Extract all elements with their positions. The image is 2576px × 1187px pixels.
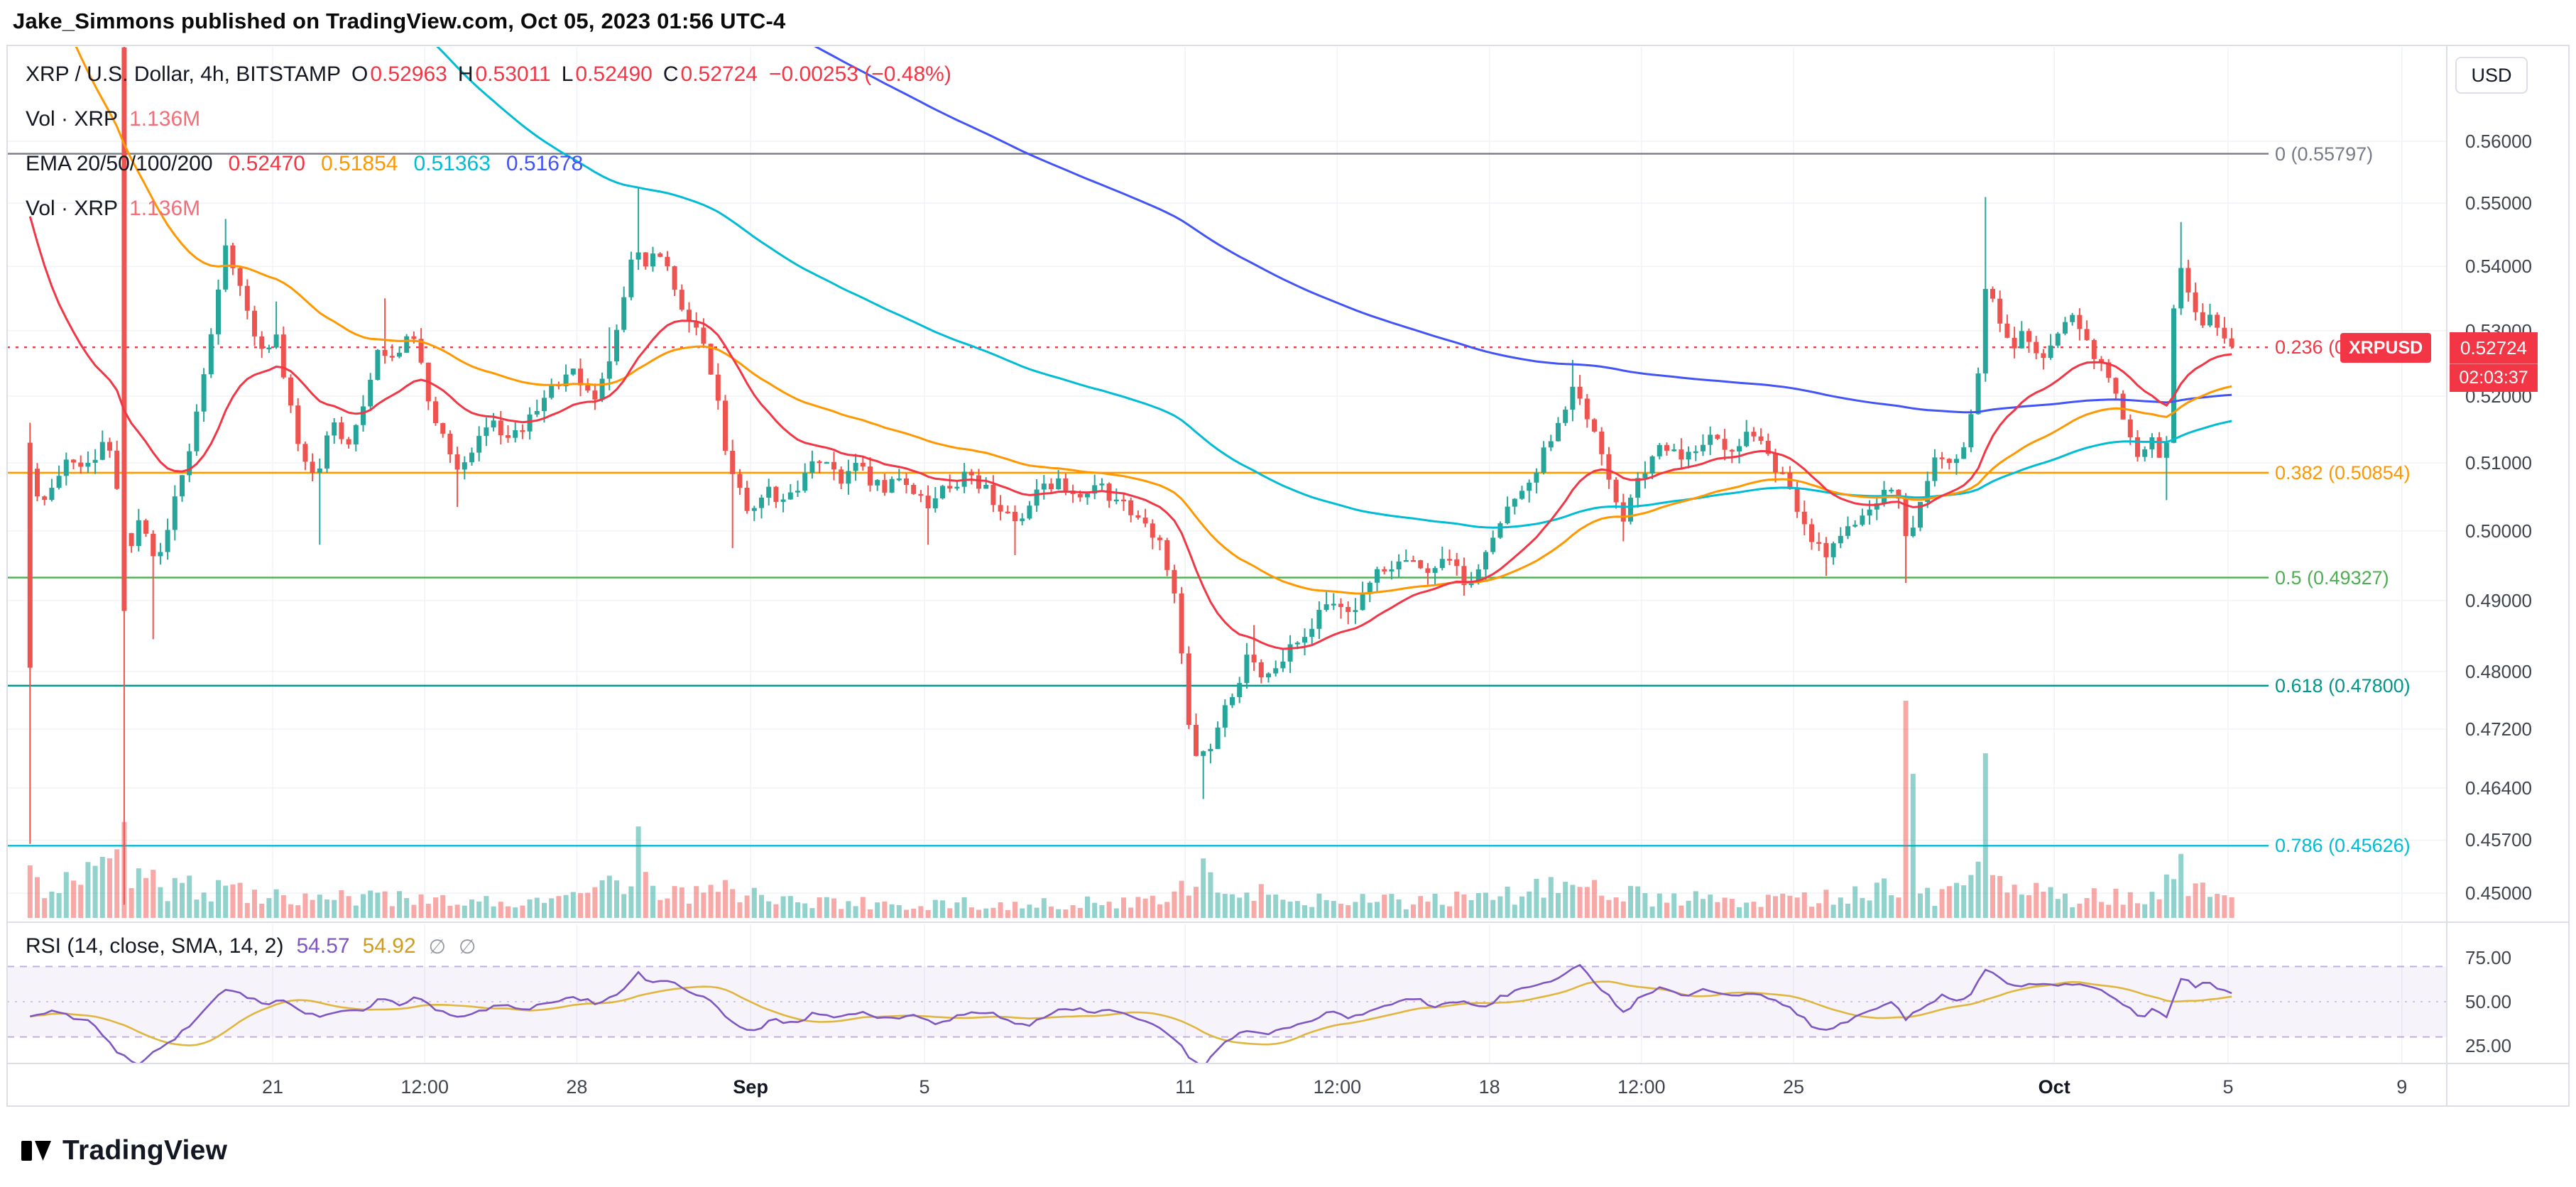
time-axis-label: 5 bbox=[2222, 1076, 2234, 1098]
rsi-pane bbox=[7, 963, 2446, 1063]
volume-value-2: 1.136M bbox=[129, 197, 201, 220]
rsi-hidden-icon: ∅ bbox=[459, 935, 476, 958]
rsi-hidden-icon: ∅ bbox=[428, 935, 447, 958]
ema50-line bbox=[75, 47, 2232, 595]
rsi-sma-line bbox=[30, 980, 2232, 1046]
symbol-info-row: XRP / U.S. Dollar, 4h, BITSTAMP O 0.52963… bbox=[26, 61, 951, 87]
volume-bars bbox=[27, 701, 2234, 918]
ohlc-value: 0.52490 bbox=[575, 62, 653, 86]
time-axis-label: 12:00 bbox=[1617, 1076, 1666, 1098]
ema-lines bbox=[28, 47, 2232, 650]
ema20-value: 0.52470 bbox=[228, 152, 305, 175]
bar-countdown-tag: 02:03:37 bbox=[2450, 363, 2538, 392]
ema100-value: 0.51363 bbox=[413, 152, 491, 175]
ema200-line bbox=[814, 47, 2232, 414]
ema20-line bbox=[28, 216, 2232, 650]
price-axis-label: 0.49000 bbox=[2465, 589, 2532, 611]
time-axis-label: 11 bbox=[1175, 1076, 1196, 1098]
volume-legend-row-2: Vol · XRP 1.136M bbox=[26, 195, 951, 221]
volume-legend-row-1: Vol · XRP 1.136M bbox=[26, 106, 951, 132]
price-axis-label: 0.45700 bbox=[2465, 829, 2532, 851]
time-axis-label: 9 bbox=[2396, 1076, 2408, 1098]
rsi-axis-label: 50.00 bbox=[2465, 991, 2512, 1012]
time-axis-label: 5 bbox=[919, 1076, 930, 1098]
rsi-settings-label: RSI (14, close, SMA, 14, 2) bbox=[26, 934, 284, 958]
fib-level-label: 0.236 (0 bbox=[2275, 337, 2346, 359]
chart-legend: XRP / U.S. Dollar, 4h, BITSTAMP O 0.52963… bbox=[26, 61, 951, 221]
time-axis-label: 21 bbox=[261, 1076, 284, 1098]
time-axis-label: Oct bbox=[2038, 1076, 2070, 1098]
fib-retracement-lines bbox=[7, 153, 2269, 847]
price-axis-label: 0.50000 bbox=[2465, 520, 2532, 542]
publish-attribution: Jake_Simmons published on TradingView.co… bbox=[13, 9, 786, 33]
rsi-legend: RSI (14, close, SMA, 14, 2) 54.57 54.92 … bbox=[26, 934, 476, 958]
rsi-axis-label: 25.00 bbox=[2465, 1035, 2512, 1056]
price-axis-label: 0.51000 bbox=[2465, 452, 2532, 474]
rsi-axis-label: 75.00 bbox=[2465, 947, 2512, 968]
price-axis-label: 0.56000 bbox=[2465, 131, 2532, 152]
time-axis-label: 28 bbox=[566, 1076, 588, 1098]
fib-level-label: 0 (0.55797) bbox=[2275, 143, 2374, 165]
currency-toggle-button[interactable]: USD bbox=[2455, 57, 2528, 94]
price-axis-label: 0.47200 bbox=[2465, 718, 2532, 740]
time-axis-label: Sep bbox=[733, 1076, 768, 1098]
last-price-tag: 0.52724 bbox=[2450, 332, 2538, 363]
ohlc-key: H bbox=[457, 62, 474, 86]
fib-level-label: 0.5 (0.49327) bbox=[2275, 567, 2389, 589]
volume-label-2: Vol · XRP bbox=[26, 197, 119, 220]
ohlc-value: 0.52724 bbox=[680, 62, 758, 86]
price-axis-label: 0.54000 bbox=[2465, 256, 2532, 278]
rsi-value: 54.57 bbox=[296, 934, 350, 958]
volume-label: Vol · XRP bbox=[26, 107, 119, 131]
ohlc-key: C bbox=[662, 62, 679, 86]
gridlines bbox=[7, 47, 2446, 1063]
tradingview-logo-icon[interactable] bbox=[20, 1134, 53, 1167]
fib-level-label: 0.786 (0.45626) bbox=[2275, 835, 2411, 857]
time-axis-label: 12:00 bbox=[1313, 1076, 1362, 1098]
ema100-line bbox=[436, 47, 2232, 529]
ema-label: EMA 20/50/100/200 bbox=[26, 152, 213, 175]
ohlc-value: 0.53011 bbox=[475, 62, 551, 86]
tradingview-wordmark[interactable]: TradingView bbox=[62, 1135, 228, 1166]
price-axis-label: 0.46400 bbox=[2465, 777, 2532, 799]
footer-brand: TradingView bbox=[20, 1134, 227, 1167]
time-axis-label: 25 bbox=[1782, 1076, 1805, 1098]
ohlc-value: 0.52963 bbox=[370, 62, 447, 86]
volume-value: 1.136M bbox=[129, 107, 201, 131]
fib-level-label: 0.618 (0.47800) bbox=[2275, 674, 2411, 696]
ohlc-key: O bbox=[351, 62, 369, 86]
price-change-value: −0.00253 (−0.48%) bbox=[768, 62, 951, 86]
time-axis-label: 18 bbox=[1478, 1076, 1500, 1098]
symbol-title: XRP / U.S. Dollar, 4h, BITSTAMP bbox=[26, 62, 342, 86]
ema-legend-row: EMA 20/50/100/200 0.52470 0.51854 0.5136… bbox=[26, 151, 951, 177]
price-axis-label: 0.55000 bbox=[2465, 192, 2532, 214]
fib-level-label: 0.382 (0.50854) bbox=[2275, 461, 2411, 483]
time-axis-label: 12:00 bbox=[400, 1076, 449, 1098]
rsi-sma-value: 54.92 bbox=[362, 934, 416, 958]
ema200-value: 0.51678 bbox=[506, 152, 584, 175]
ohlc-values: O 0.52963 H 0.53011 L 0.52490 C 0.52724 −0.00253… bbox=[341, 61, 951, 87]
rsi-line bbox=[30, 963, 2232, 1063]
price-axis-label: 0.45000 bbox=[2465, 882, 2532, 904]
ohlc-key: L bbox=[561, 62, 574, 86]
ema50-value: 0.51854 bbox=[321, 152, 398, 175]
fib-price-symbol-badge: XRPUSD bbox=[2340, 333, 2432, 363]
chart-borders bbox=[6, 45, 2570, 1107]
price-axis-label: 0.48000 bbox=[2465, 660, 2532, 682]
